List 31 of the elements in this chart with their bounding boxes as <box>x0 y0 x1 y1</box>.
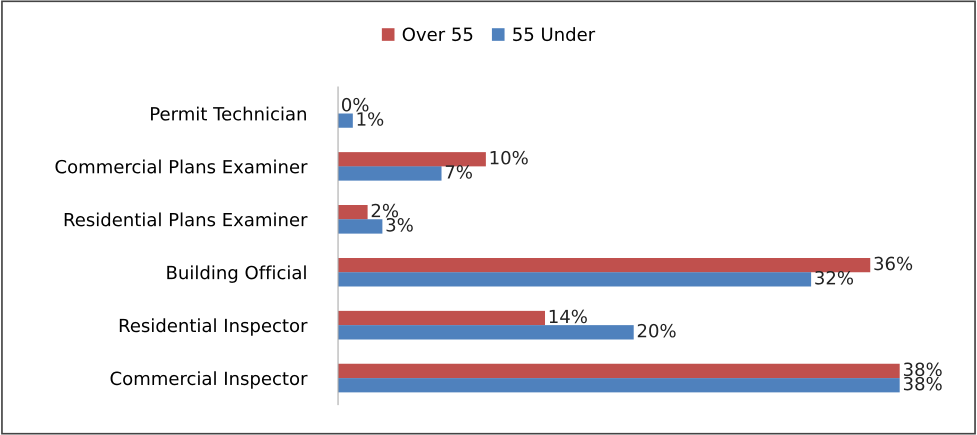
bar <box>338 113 353 128</box>
y-tick-label: Building Official <box>167 265 306 283</box>
legend-label: Over 55 <box>402 27 472 42</box>
y-tick-label: Commercial Plans Examiner <box>55 160 308 174</box>
bar <box>338 310 546 326</box>
y-tick-label: Commercial Inspector <box>110 371 308 389</box>
data-label: 7% <box>446 165 472 179</box>
y-tick-label: Residential Inspector <box>120 318 308 336</box>
data-label: 36% <box>874 256 912 270</box>
data-label: 38% <box>904 362 942 376</box>
data-label: 0% <box>342 98 368 112</box>
bar <box>338 205 368 220</box>
data-label: 14% <box>550 310 587 324</box>
bar <box>338 166 442 181</box>
bar <box>338 364 900 378</box>
data-label: 20% <box>638 324 676 338</box>
legend-label: 55 Under <box>513 27 596 42</box>
data-label: 32% <box>815 270 854 285</box>
y-tick-label: Permit Technician <box>151 106 306 121</box>
data-label: 2% <box>372 204 398 218</box>
bar <box>338 152 486 166</box>
data-label: 10% <box>490 150 528 164</box>
data-label: 1% <box>358 112 384 126</box>
bar <box>338 325 634 340</box>
y-tick-label: Residential Plans Examiner <box>64 212 308 226</box>
data-label: 38% <box>904 376 942 390</box>
data-label: 3% <box>386 218 413 232</box>
bar <box>338 272 812 287</box>
bar <box>338 258 870 272</box>
bar <box>338 219 382 234</box>
bar <box>338 378 900 392</box>
